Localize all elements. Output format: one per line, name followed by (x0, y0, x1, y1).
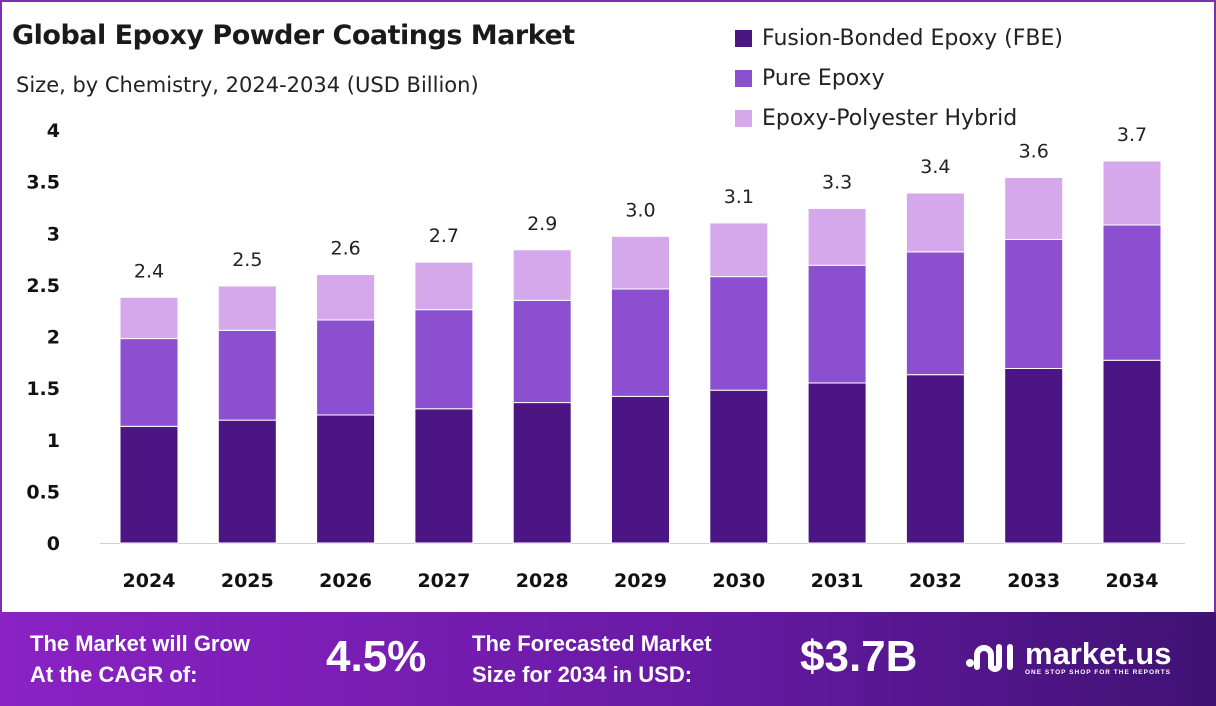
stacked-bar-chart: 0 0.5 1 1.5 2 2.5 3 3.5 4 2.4 2024 2.5 2025 2.6 2026 2.… (26, 120, 1185, 592)
legend-swatch (735, 29, 752, 47)
cagr-label-line-1: The Market will Grow (30, 631, 251, 656)
bar-segment-fbe (414, 408, 474, 544)
y-tick-label: 2 (47, 327, 60, 349)
bar-segment-fbe (611, 395, 670, 544)
bar-segment-hybrid (316, 274, 376, 321)
market-us-logo: market.us ONE STOP SHOP FOR THE REPORTS (965, 637, 1171, 677)
legend-item-pure-epoxy: Pure Epoxy (735, 58, 1063, 98)
x-tick-label: 2029 (614, 570, 667, 592)
x-tick-label: 2026 (319, 570, 372, 592)
bar-segment-fbe (316, 414, 376, 544)
total-data-label: 3.6 (1019, 140, 1049, 162)
legend-item-hybrid: Epoxy-Polyester Hybrid (735, 98, 1063, 138)
x-tick-label: 2032 (909, 570, 962, 592)
bar-segment-hybrid (611, 235, 670, 290)
logo-mark-icon (966, 644, 1013, 672)
legend-item-fbe: Fusion-Bonded Epoxy (FBE) (735, 18, 1063, 58)
forecast-value: $3.7B (800, 632, 918, 681)
bar-segment-fbe (217, 419, 277, 544)
bar-segment-pure-epoxy (1102, 224, 1162, 361)
bar-segment-fbe (1004, 368, 1064, 544)
bar-segment-hybrid (119, 296, 179, 340)
bar-segment-hybrid (905, 192, 965, 253)
bar-segment-fbe (905, 374, 965, 544)
y-tick-label: 2.5 (26, 275, 60, 297)
total-data-label: 2.5 (232, 249, 262, 271)
bar-segment-pure-epoxy (217, 329, 277, 421)
total-data-label: 2.7 (429, 225, 459, 247)
cagr-value: 4.5% (326, 632, 427, 681)
cagr-label: The Market will Grow At the CAGR of: (30, 628, 250, 690)
total-data-label: 3.1 (724, 186, 754, 208)
bar-segment-pure-epoxy (611, 288, 670, 397)
forecast-label: The Forecasted Market Size for 2034 in U… (472, 628, 712, 690)
bar-segment-fbe (709, 389, 769, 544)
bar-segment-pure-epoxy (414, 309, 474, 410)
bar-segment-fbe (807, 382, 867, 544)
legend-label: Epoxy-Polyester Hybrid (762, 105, 1018, 131)
total-data-label: 3.3 (822, 171, 852, 193)
bar-segment-pure-epoxy (905, 251, 965, 376)
bar-segment-hybrid (512, 249, 572, 301)
x-tick-label: 2027 (417, 570, 470, 592)
logo-tagline: ONE STOP SHOP FOR THE REPORTS (1025, 668, 1172, 676)
bar-segment-pure-epoxy (709, 276, 769, 391)
bar-segment-pure-epoxy (119, 338, 179, 427)
bar-segment-fbe (119, 425, 179, 544)
bar-segment-hybrid (807, 207, 867, 266)
logo-wordmark: market.us (1025, 635, 1172, 671)
forecast-label-line-2: Size for 2034 in USD: (472, 662, 693, 687)
summary-band: The Market will Grow At the CAGR of: 4.5… (0, 612, 1216, 706)
total-data-label: 2.9 (527, 213, 557, 235)
chart-subtitle: Size, by Chemistry, 2024-2034 (USD Billi… (16, 73, 479, 97)
legend-swatch (735, 69, 752, 87)
bar-segment-hybrid (1102, 160, 1162, 226)
bar-segment-pure-epoxy (316, 319, 376, 416)
bar-segment-hybrid (1004, 176, 1064, 240)
y-tick-label: 4 (47, 120, 60, 142)
total-data-label: 3.7 (1117, 124, 1147, 146)
bar-segment-hybrid (217, 285, 277, 331)
bar-segment-pure-epoxy (807, 264, 867, 384)
x-tick-label: 2024 (123, 570, 176, 592)
y-tick-label: 3.5 (26, 172, 60, 194)
y-tick-label: 1 (47, 430, 60, 452)
legend-swatch (735, 109, 752, 127)
total-data-label: 2.4 (134, 260, 164, 282)
y-tick-label: 0 (47, 533, 60, 555)
cagr-label-line-2: At the CAGR of: (30, 662, 198, 687)
x-tick-label: 2025 (221, 570, 274, 592)
total-data-label: 3.0 (625, 199, 655, 221)
y-tick-label: 0.5 (26, 481, 60, 503)
x-tick-label: 2028 (516, 570, 569, 592)
total-data-label: 2.6 (330, 238, 360, 260)
y-tick-label: 3 (47, 223, 60, 245)
total-data-label: 3.4 (920, 156, 950, 178)
bar-segment-hybrid (709, 222, 769, 278)
legend-label: Fusion-Bonded Epoxy (FBE) (762, 25, 1063, 51)
forecast-label-line-1: The Forecasted Market (472, 631, 712, 656)
bar-segment-pure-epoxy (512, 299, 572, 404)
y-tick-label: 1.5 (26, 378, 60, 400)
chart-title: Global Epoxy Powder Coatings Market (12, 20, 575, 51)
legend: Fusion-Bonded Epoxy (FBE) Pure Epoxy Epo… (735, 18, 1063, 138)
x-tick-label: 2033 (1007, 570, 1060, 592)
x-tick-label: 2034 (1106, 570, 1159, 592)
legend-label: Pure Epoxy (762, 65, 885, 91)
x-tick-label: 2030 (712, 570, 765, 592)
x-tick-label: 2031 (811, 570, 864, 592)
bar-segment-pure-epoxy (1004, 238, 1064, 370)
bar-segment-fbe (1102, 359, 1162, 544)
bar-segment-hybrid (414, 261, 474, 311)
bar-segment-fbe (512, 402, 572, 544)
